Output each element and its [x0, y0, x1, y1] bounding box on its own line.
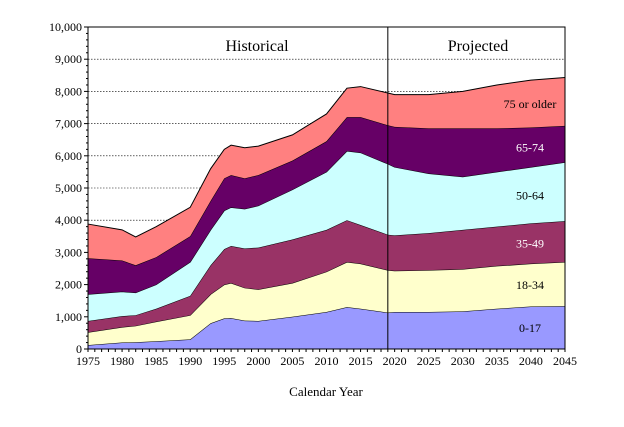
x-tick-label: 2030: [451, 354, 475, 368]
area-50-64: [88, 150, 565, 321]
series-label: 65-74: [516, 140, 544, 154]
annotation-projected: Projected: [448, 38, 508, 55]
area-18-34: [88, 262, 565, 346]
x-tick-label: 2010: [315, 354, 339, 368]
y-tick-label: 0: [76, 342, 82, 356]
x-tick-label: 1980: [110, 354, 134, 368]
x-axis-title: Calendar Year: [289, 384, 363, 399]
x-tick-label: 2045: [553, 354, 577, 368]
y-tick-label: 4,000: [55, 213, 82, 227]
area-35-49: [88, 220, 565, 333]
y-tick-label: 3,000: [55, 245, 82, 259]
x-tick-label: 2000: [246, 354, 270, 368]
series-label: 75 or older: [504, 97, 557, 111]
x-tick-label: 1990: [178, 354, 202, 368]
y-tick-label: 2,000: [55, 278, 82, 292]
area-boundary-75-or-older: [87, 77, 566, 238]
y-tick-label: 5,000: [55, 181, 82, 195]
x-tick-label: 1975: [76, 354, 100, 368]
x-tick-label: 1985: [144, 354, 168, 368]
y-tick-label: 10,000: [49, 20, 82, 34]
x-tick-label: 2035: [485, 354, 509, 368]
area-75-or-older: [88, 77, 565, 266]
series-label: 35-49: [516, 237, 544, 251]
y-tick-label: 7,000: [55, 117, 82, 131]
area-65-74: [88, 117, 565, 295]
series-labels: 0-17 18-34 35-49 50-64 65-74 75 or older: [504, 97, 557, 335]
x-tick-label: 2020: [383, 354, 407, 368]
annotation-historical: Historical: [225, 38, 289, 55]
series-label: 0-17: [519, 321, 541, 335]
y-tick-label: 1,000: [55, 310, 82, 324]
x-tick-label: 2005: [280, 354, 304, 368]
axes: 0 1,000 2,000 3,000 4,000 5,000 6,000 7,000 8,00…: [49, 20, 577, 368]
series-label: 50-64: [516, 188, 544, 202]
x-tick-label: 2015: [349, 354, 373, 368]
y-tick-label: 6,000: [55, 149, 82, 163]
y-tick-label: 9,000: [55, 52, 82, 66]
x-tick-label: 2040: [519, 354, 543, 368]
areas: [87, 77, 566, 349]
y-tick-label: 8,000: [55, 84, 82, 98]
area-0-17: [88, 306, 565, 349]
series-label: 18-34: [516, 278, 544, 292]
x-tick-label: 1995: [212, 354, 236, 368]
x-tick-label: 2025: [417, 354, 441, 368]
